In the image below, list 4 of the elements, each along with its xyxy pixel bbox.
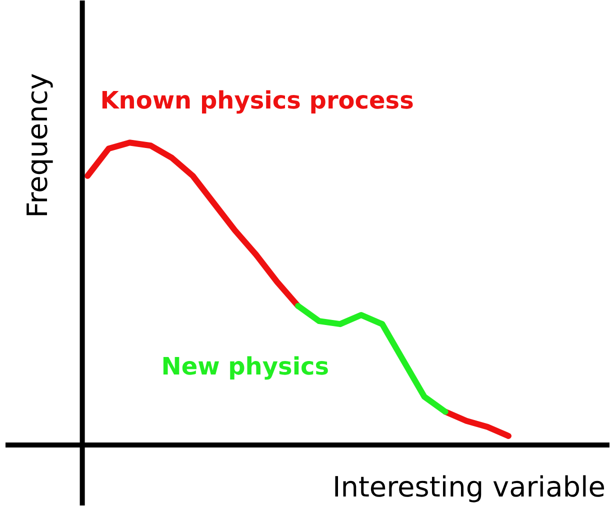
x-axis-title: Interesting variable <box>332 470 606 504</box>
series-label: Known physics process <box>100 86 414 114</box>
series-label: New physics <box>161 352 330 380</box>
y-axis-title: Frequency <box>21 73 54 218</box>
